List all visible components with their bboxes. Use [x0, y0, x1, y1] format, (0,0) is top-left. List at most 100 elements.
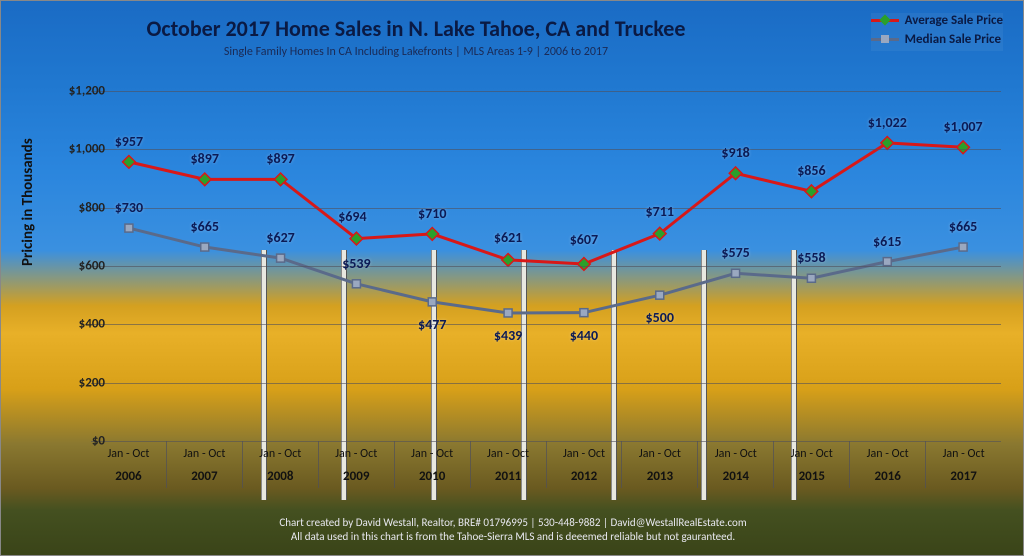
x-axis-cell: Jan - Oct 2010	[395, 441, 471, 488]
diamond-marker-icon	[957, 141, 970, 154]
x-tick-period: Jan - Oct	[926, 447, 1001, 461]
square-marker-icon	[656, 291, 664, 299]
legend-line-icon	[871, 19, 899, 22]
data-label: $897	[191, 150, 219, 167]
footer-disclaimer: All data used in this chart is from the …	[1, 530, 1024, 543]
data-label: $439	[494, 327, 522, 344]
x-tick-period: Jan - Oct	[774, 447, 849, 461]
square-marker-icon	[504, 309, 512, 317]
y-tick-label: $1,200	[69, 84, 105, 99]
data-label: $1,007	[944, 118, 983, 135]
square-marker-icon	[580, 309, 588, 317]
x-tick-period: Jan - Oct	[243, 447, 318, 461]
data-label: $711	[646, 203, 674, 220]
square-marker-icon	[201, 243, 209, 251]
diamond-marker-icon	[426, 228, 439, 241]
x-axis-cell: Jan - Oct2009	[319, 441, 395, 488]
diamond-marker-icon	[198, 173, 211, 186]
footer-credit: Chart created by David Westall, Realtor,…	[1, 516, 1024, 529]
x-axis-cell: Jan - Oct 2011	[471, 441, 547, 488]
legend-line-icon	[871, 38, 899, 41]
series-line	[129, 143, 963, 264]
x-tick-period: Jan - Oct	[395, 447, 470, 461]
chart-container: October 2017 Home Sales in N. Lake Tahoe…	[0, 0, 1024, 556]
data-label: $477	[418, 316, 446, 333]
x-axis-cell: Jan - Oct 2007	[167, 441, 243, 488]
data-label: $615	[873, 233, 901, 250]
x-tick-period: Jan - Oct	[91, 447, 166, 461]
x-tick-period: Jan - Oct	[698, 447, 773, 461]
x-tick-year: 2007	[167, 469, 242, 484]
x-tick-year: 2016	[850, 469, 925, 484]
square-marker-icon	[428, 298, 436, 306]
x-tick-period: Jan - Oct	[622, 447, 697, 461]
square-marker-icon	[277, 254, 285, 262]
x-tick-period: Jan - Oct	[471, 447, 546, 461]
x-tick-year: 2008	[243, 469, 318, 484]
data-label: $897	[266, 150, 294, 167]
y-tick-label: $0	[92, 434, 105, 449]
x-axis-cell: Jan - Oct 2014	[698, 441, 774, 488]
legend-label: Median Sale Price	[905, 32, 1001, 47]
data-label: $621	[494, 229, 522, 246]
data-label: $957	[115, 133, 143, 150]
x-axis-cell: Jan - Oct 2016	[850, 441, 926, 488]
legend-label: Average Sale Price	[905, 13, 1003, 28]
x-axis-cell: Jan - Oct2015	[774, 441, 850, 488]
x-tick-year: 2006	[91, 469, 166, 484]
data-label: $539	[342, 255, 370, 272]
data-label: $710	[418, 205, 446, 222]
data-label: $918	[721, 144, 749, 161]
x-axis: Jan - Oct2006Jan - Oct2007Jan - Oct2008J…	[91, 441, 1001, 488]
x-tick-period: Jan - Oct	[167, 447, 242, 461]
diamond-marker-icon	[879, 14, 890, 25]
data-label: $694	[338, 208, 366, 225]
x-axis-cell: Jan - Oct 2017	[926, 441, 1001, 488]
data-label: $500	[646, 309, 674, 326]
data-label: $1,022	[868, 114, 907, 131]
square-marker-icon	[125, 224, 133, 232]
y-tick-label: $800	[79, 200, 105, 215]
chart-title: October 2017 Home Sales in N. Lake Tahoe…	[1, 15, 831, 42]
legend-item-median: Median Sale Price	[871, 32, 1003, 47]
x-axis-cell: Jan - Oct2013	[622, 441, 698, 488]
x-axis-cell: Jan - Oct 2008	[243, 441, 319, 488]
square-marker-icon	[959, 243, 967, 251]
diamond-marker-icon	[123, 156, 136, 169]
gridline	[91, 91, 1001, 92]
y-tick-label: $1,000	[69, 142, 105, 157]
data-label: $575	[721, 244, 749, 261]
x-tick-year: 2014	[698, 469, 773, 484]
x-tick-period: Jan - Oct	[850, 447, 925, 461]
y-axis-label: Pricing in Thousands	[19, 138, 37, 266]
data-label: $627	[266, 229, 294, 246]
square-marker-icon	[881, 35, 889, 43]
y-tick-label: $600	[79, 259, 105, 274]
x-tick-year: 2012	[547, 469, 622, 484]
legend-item-average: Average Sale Price	[871, 13, 1003, 28]
gridline	[91, 383, 1001, 384]
x-axis-cell: Jan - Oct 2012	[547, 441, 623, 488]
gridline	[91, 149, 1001, 150]
data-label: $856	[797, 162, 825, 179]
plot-area: $957 $897 $897 $694 $710 $621 $607 $711 $918 $856…	[91, 91, 1001, 441]
x-tick-year: 2011	[471, 469, 546, 484]
y-tick-label: $400	[79, 317, 105, 332]
gridline	[91, 266, 1001, 267]
square-marker-icon	[883, 258, 891, 266]
data-label: $607	[570, 231, 598, 248]
series-line	[129, 228, 963, 313]
legend: Average Sale Price Median Sale Price	[871, 13, 1003, 51]
data-label: $665	[949, 218, 977, 235]
x-tick-period: Jan - Oct	[547, 447, 622, 461]
chart-subtitle: Single Family Homes In CA Including Lake…	[1, 45, 831, 59]
square-marker-icon	[807, 274, 815, 282]
gridline	[91, 208, 1001, 209]
x-tick-year: 2017	[926, 469, 1001, 484]
data-label: $730	[115, 199, 143, 216]
data-label: $440	[570, 327, 598, 344]
x-tick-year: 2010	[395, 469, 470, 484]
gridline	[91, 324, 1001, 325]
diamond-marker-icon	[502, 254, 515, 267]
square-marker-icon	[732, 269, 740, 277]
